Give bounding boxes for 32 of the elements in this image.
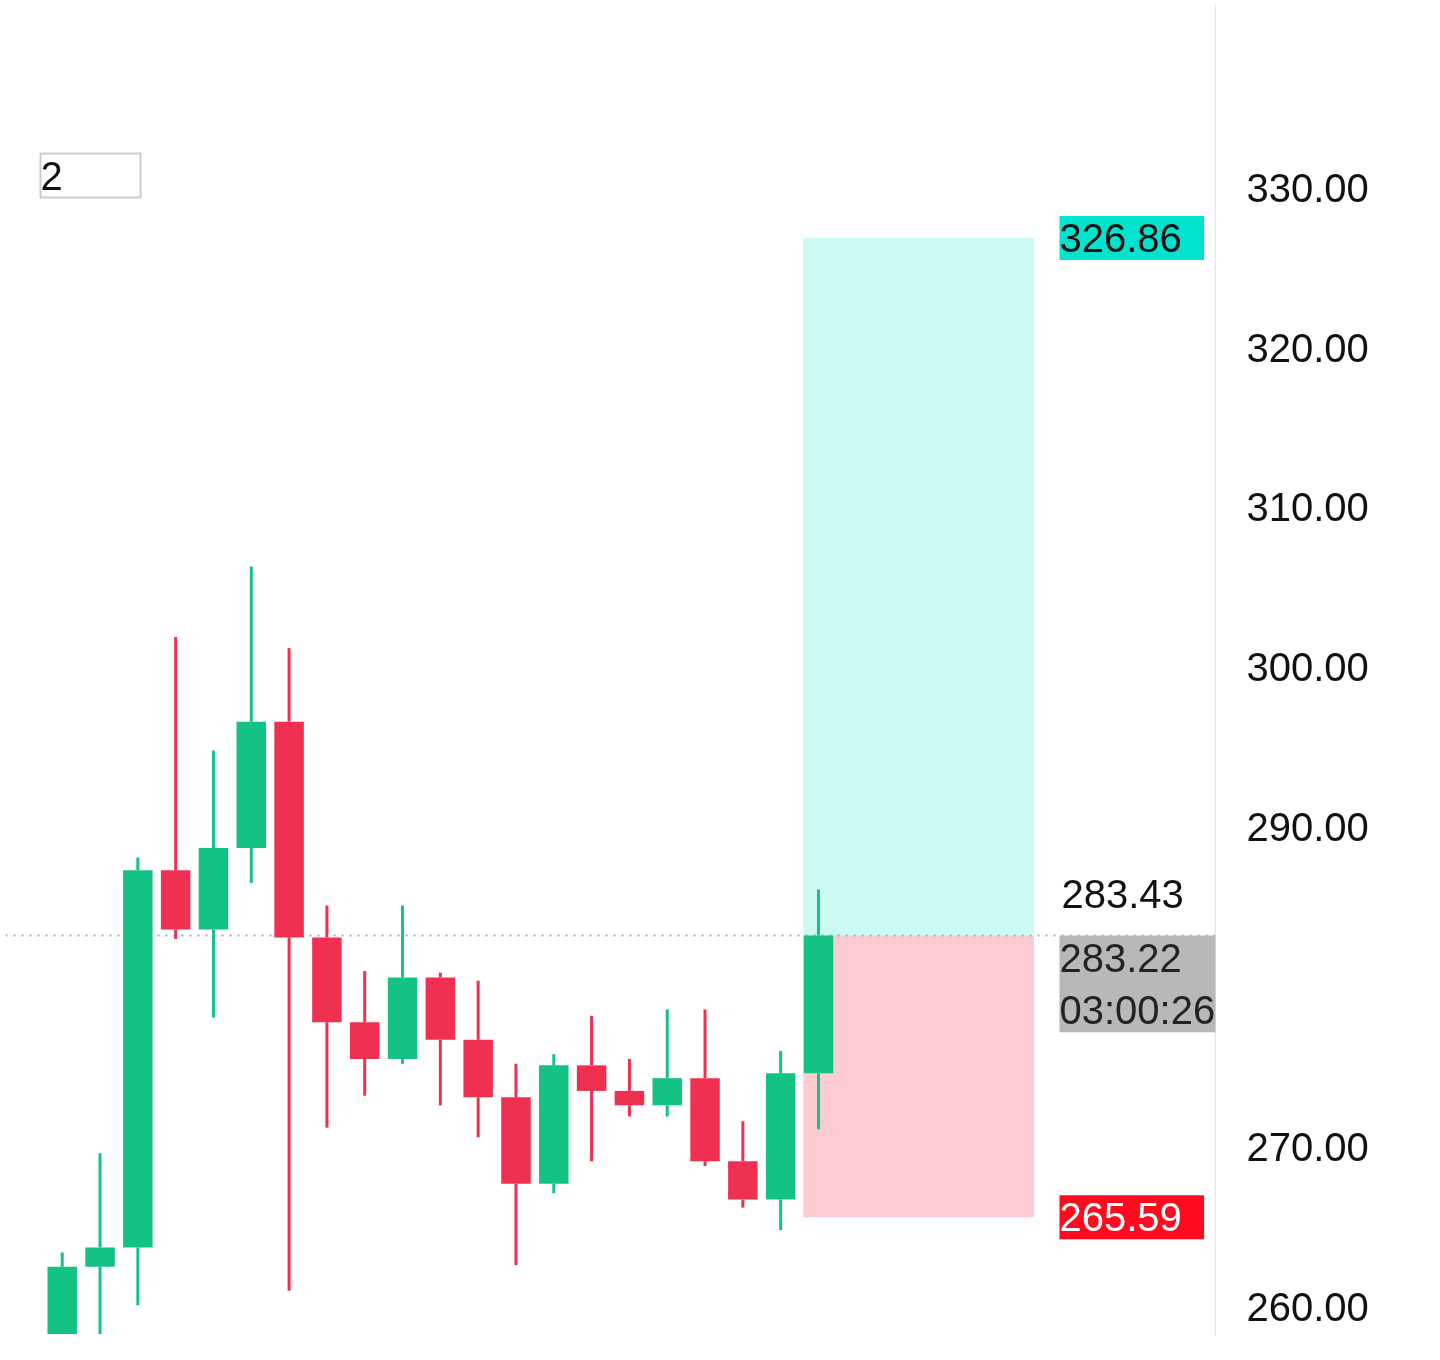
band-label: 326.86 — [1059, 215, 1182, 260]
candlestick — [349, 971, 380, 1096]
y-tick-label: 290.00 — [1246, 805, 1369, 850]
candlestick — [803, 889, 834, 1130]
annotation: 283.43 — [1061, 872, 1184, 917]
candlestick — [236, 566, 267, 884]
candlestick — [690, 1009, 720, 1168]
candlestick — [85, 1153, 115, 1334]
candlestick — [123, 857, 153, 1307]
annotation: 03:00:26 — [1059, 988, 1216, 1033]
candlestick — [463, 980, 493, 1138]
band-label: 265.59 — [1059, 1195, 1182, 1240]
annotation: 2 — [40, 153, 63, 198]
candlestick — [312, 905, 342, 1128]
candlestick — [387, 905, 418, 1064]
y-tick-label: 300.00 — [1246, 645, 1369, 690]
y-tick-label: 260.00 — [1246, 1284, 1369, 1329]
candlestick — [274, 648, 304, 1291]
y-tick-label: 310.00 — [1246, 485, 1369, 530]
candlestick — [728, 1121, 758, 1208]
y-tick-label: 320.00 — [1246, 325, 1369, 370]
candlestick — [652, 1009, 682, 1117]
y-tick-label: 270.00 — [1246, 1124, 1369, 1169]
candlestick — [765, 1049, 796, 1230]
candlestick — [539, 1054, 569, 1195]
candlestick — [198, 750, 229, 1018]
candlestick — [501, 1063, 531, 1267]
candlestick — [160, 636, 191, 940]
candlestick — [614, 1057, 645, 1117]
candlestick — [576, 1014, 607, 1162]
y-tick-label: 330.00 — [1246, 165, 1369, 210]
ref-line-label: 283.22 — [1059, 935, 1182, 980]
